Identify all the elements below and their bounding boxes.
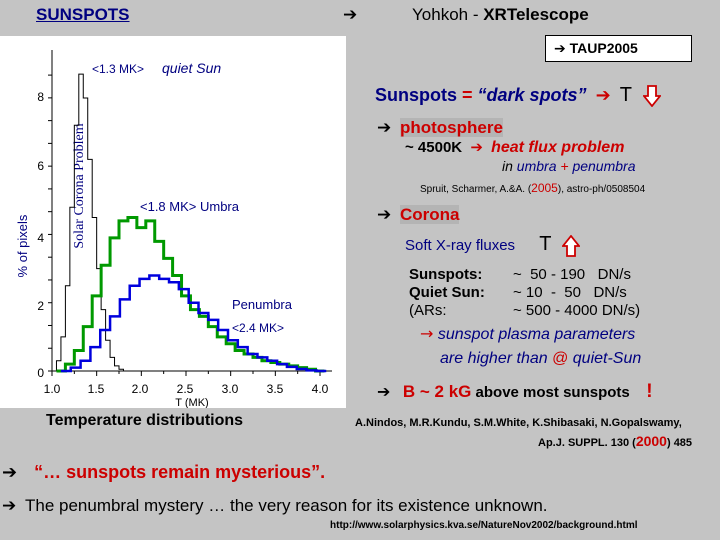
flux-label: Quiet Sun: — [409, 284, 485, 301]
x-tick-label: 3.5 — [267, 382, 284, 396]
ref-journal: Ap.J. SUPPL. 130 ( — [538, 437, 636, 449]
arrow-icon: ➔ — [343, 5, 358, 25]
x-tick-group — [51, 371, 321, 376]
higher-line: are higher than @ quiet-Sun — [440, 350, 641, 368]
arrow-icon: ➔ — [470, 138, 483, 156]
flux-label: (ARs: — [409, 302, 447, 319]
umbra-word: umbra — [516, 158, 557, 174]
y-tick-label: 2 — [37, 299, 44, 313]
mysterious-quote: ➔ “… sunspots remain mysterious”. — [2, 462, 325, 483]
ref-year: 2000 — [635, 433, 667, 449]
dark-spots-text: “dark spots” — [477, 85, 587, 105]
x-axis-label: T (MK) — [175, 397, 208, 408]
corona-heading: Corona — [399, 205, 460, 224]
nindos-reference-1: A.Nindos, M.R.Kundu, S.M.White, K.Shibas… — [355, 417, 682, 429]
down-arrow-icon — [642, 85, 661, 108]
arrow-icon: → — [420, 324, 434, 343]
arrow-icon: ➔ — [554, 41, 566, 57]
x-tick-label: 2.0 — [132, 382, 149, 396]
plasma-line: → sunspot plasma parameters — [420, 324, 635, 344]
flux-table: Sunspots: ~ 50 - 190 DN/s Quiet Sun: ~ 10 … — [409, 266, 640, 320]
umbra-label: <1.8 MK> Umbra — [140, 199, 240, 214]
mystery-text: The penumbral mystery … the very reason … — [24, 496, 548, 515]
penumbral-mystery: ➔ The penumbral mystery … the very reaso… — [2, 496, 548, 516]
flux-value: ~ 10 - 50 DN/s — [513, 284, 627, 301]
ref-rest: ), astro-ph/0508504 — [557, 184, 646, 195]
equals-sign: = — [457, 85, 478, 105]
y-axis-label: % of pixels — [15, 214, 30, 277]
exclamation: ! — [646, 381, 653, 402]
arrow-icon: ➔ — [595, 85, 611, 106]
page-title: SUNSPOTS — [36, 5, 130, 24]
spruit-reference: Spruit, Scharmer, A.&A. (2005), astro-ph… — [420, 181, 645, 195]
penumbra-value: <2.4 MK> — [232, 321, 284, 335]
quote-text: “… sunspots remain mysterious”. — [34, 462, 326, 482]
soft-xray-line: Soft X-ray fluxes T — [405, 233, 580, 257]
temperature-symbol: T — [619, 84, 632, 106]
nindos-reference-2: Ap.J. SUPPL. 130 (2000) 485 — [538, 433, 692, 449]
arrow-icon: ➔ — [2, 496, 17, 516]
penumbra-label: Penumbra — [232, 297, 293, 312]
y-tick-group — [48, 74, 52, 372]
ref-pages: ) 485 — [666, 437, 693, 449]
y-tick-label: 8 — [37, 90, 44, 104]
heat-flux-problem: heat flux problem — [491, 139, 625, 156]
quiet-sun-series — [52, 73, 128, 372]
x-tick-label: 3.0 — [222, 382, 239, 396]
arrow-icon: ➔ — [377, 205, 392, 225]
y-tick-label: 4 — [37, 231, 44, 245]
b-field-value: B ~ 2 kG — [402, 382, 472, 401]
flux-value: ~ 500 - 4000 DN/s) — [513, 302, 641, 319]
photosphere-line: ➔ photosphere — [377, 118, 503, 138]
x-tick-label: 1.0 — [44, 382, 61, 396]
x-tick-label: 1.5 — [88, 382, 105, 396]
flux-row: Sunspots: ~ 50 - 190 DN/s — [409, 266, 640, 284]
penumbra-series — [60, 274, 327, 373]
flux-value: ~ 50 - 190 DN/s — [513, 266, 631, 283]
source-url[interactable]: http://www.solarphysics.kva.se/NatureNov… — [330, 520, 638, 531]
photosphere-heading: photosphere — [399, 118, 503, 137]
sunspots-word: Sunspots — [375, 85, 458, 105]
at-symbol: @ — [552, 350, 569, 367]
soft-xray-label: Soft X-ray fluxes — [405, 237, 516, 254]
temp-4500: ~ 4500K — [405, 139, 463, 156]
plot-caption: Temperature distributions — [46, 412, 244, 429]
flux-label: Sunspots: — [409, 266, 483, 283]
b-field-rest: above most sunspots — [471, 384, 630, 401]
dark-spots-line: Sunspots = “dark spots” ➔ T — [375, 84, 661, 108]
instrument-prefix: Yohkoh - — [412, 5, 484, 24]
plus-sign: + — [556, 158, 573, 174]
side-label: Solar Corona Problem — [72, 123, 87, 248]
quiet-sun-word: quiet-Sun — [568, 350, 642, 367]
higher-prefix: are higher than — [440, 350, 553, 367]
temperature-symbol: T — [539, 233, 552, 255]
flux-row: (ARs: ~ 500 - 4000 DN/s) — [409, 302, 640, 320]
plasma-parameters: sunspot plasma parameters — [437, 326, 636, 343]
arrow-icon: ➔ — [377, 118, 392, 138]
instrument-name: XRTelescope — [483, 5, 589, 24]
quiet-sun-label: quiet Sun — [162, 60, 221, 76]
heat-flux-line: ~ 4500K ➔ heat flux problem — [405, 138, 624, 157]
x-tick-label: 4.0 — [312, 382, 329, 396]
penumbra-word: penumbra — [572, 158, 636, 174]
x-tick-label: 2.5 — [177, 382, 194, 396]
temperature-histogram-panel: 0 2 4 6 8 1.0 1.5 2.0 2.5 3.0 3.5 4.0 T … — [0, 36, 346, 409]
arrow-icon: ➔ — [2, 462, 18, 483]
up-arrow-icon — [561, 235, 580, 257]
in-word: in — [502, 158, 517, 174]
taup-box: ➔ TAUP2005 — [545, 35, 692, 62]
taup-label: TAUP2005 — [569, 40, 638, 56]
flux-row: Quiet Sun: ~ 10 - 50 DN/s — [409, 284, 640, 302]
instrument-title: Yohkoh - XRTelescope — [412, 5, 589, 25]
ref-year: 2005 — [531, 181, 558, 195]
histogram-chart: 0 2 4 6 8 1.0 1.5 2.0 2.5 3.0 3.5 4.0 T … — [15, 50, 332, 409]
quiet-sun-value: <1.3 MK> — [92, 62, 144, 76]
corona-line: ➔ Corona — [377, 205, 460, 225]
umbra-penumbra-line: in umbra + penumbra — [502, 158, 636, 174]
magnetic-field-line: ➔ B ~ 2 kG above most sunspots ! — [377, 381, 653, 403]
y-tick-label: 6 — [37, 159, 44, 173]
ref-authors: Spruit, Scharmer, A.&A. ( — [420, 184, 532, 195]
y-tick-label: 0 — [37, 366, 44, 380]
arrow-icon: ➔ — [377, 382, 391, 401]
